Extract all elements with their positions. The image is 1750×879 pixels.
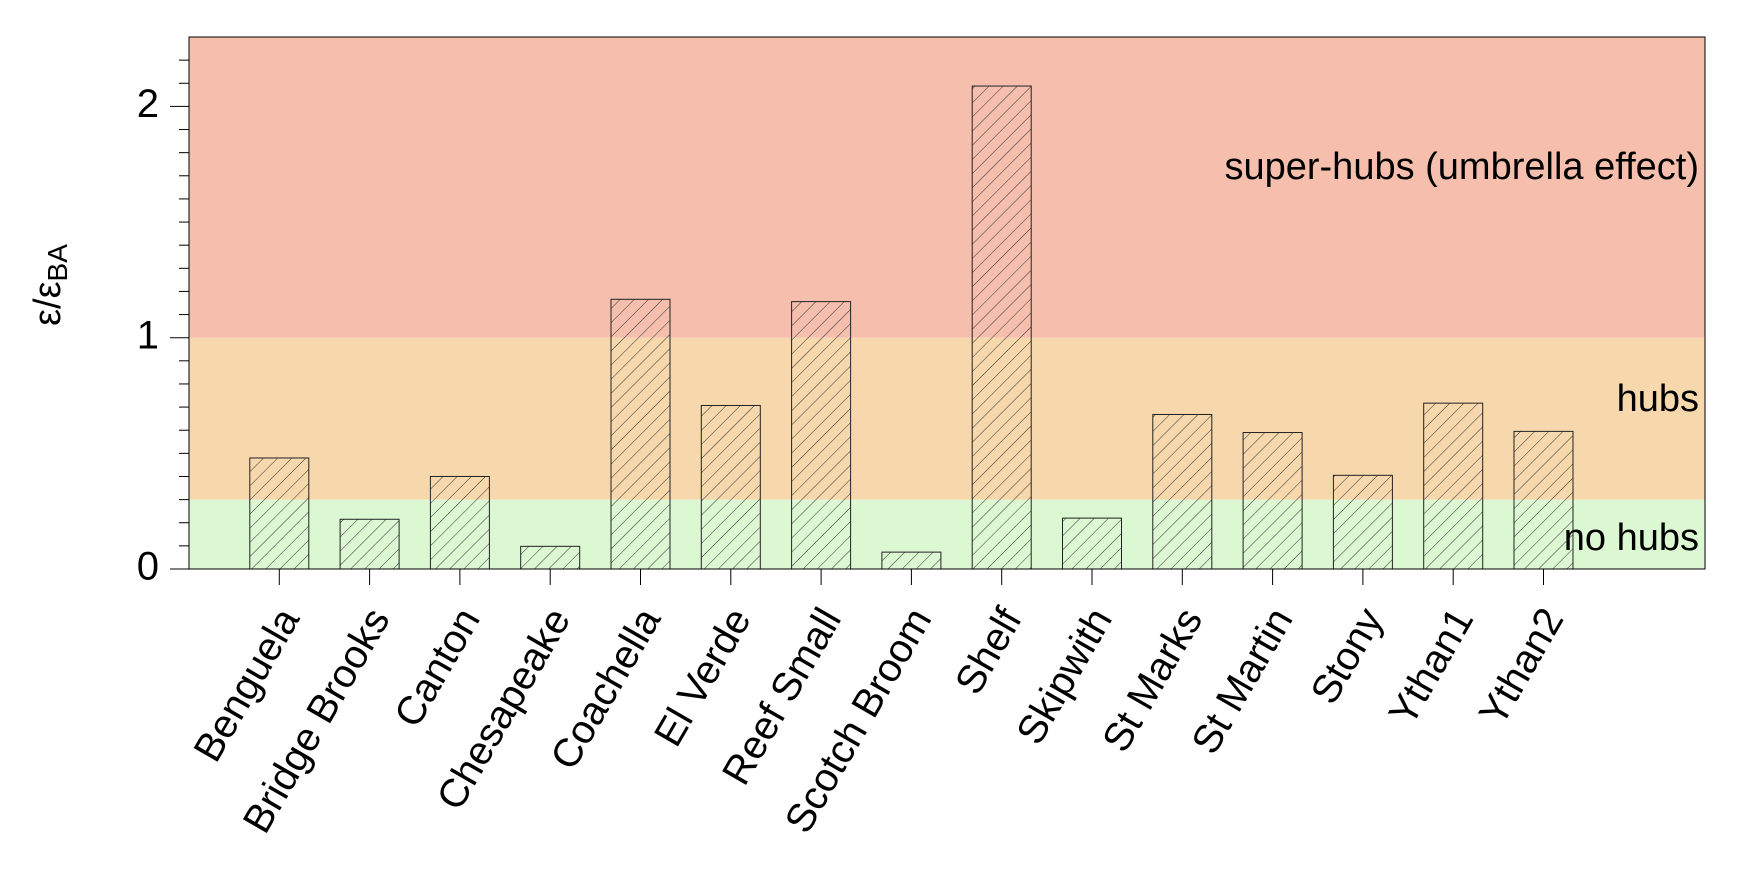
bar bbox=[700, 404, 761, 570]
bar bbox=[1423, 402, 1484, 570]
bar bbox=[520, 545, 581, 570]
y-axis-label: ε/εBA bbox=[27, 244, 73, 326]
region-label: super-hubs (umbrella effect) bbox=[1224, 146, 1699, 188]
bar bbox=[791, 301, 852, 570]
bar bbox=[339, 518, 400, 570]
bars bbox=[249, 85, 1574, 570]
x-tick-label: Stony bbox=[1303, 601, 1392, 712]
bar bbox=[429, 475, 490, 570]
region bbox=[189, 37, 1705, 338]
y-tick-label: 0 bbox=[137, 545, 159, 589]
x-tick-label: Shelf bbox=[947, 600, 1031, 702]
x-tick-label: Ythan2 bbox=[1471, 601, 1572, 733]
bar bbox=[1332, 474, 1393, 570]
bar bbox=[610, 298, 671, 570]
region-label: no hubs bbox=[1564, 517, 1699, 559]
bar bbox=[1062, 517, 1122, 570]
bar bbox=[1242, 432, 1303, 570]
x-tick-label: Canton bbox=[386, 601, 489, 735]
y-tick-label: 1 bbox=[137, 313, 159, 357]
bar bbox=[971, 85, 1032, 570]
bar bbox=[881, 551, 942, 570]
region-label: hubs bbox=[1617, 378, 1699, 420]
y-tick-label: 2 bbox=[137, 82, 159, 126]
plot-frame bbox=[188, 36, 1706, 570]
x-tick-label: Ythan1 bbox=[1381, 601, 1482, 733]
bar bbox=[1513, 430, 1574, 570]
bar bbox=[1152, 413, 1213, 570]
bar bbox=[249, 457, 310, 570]
